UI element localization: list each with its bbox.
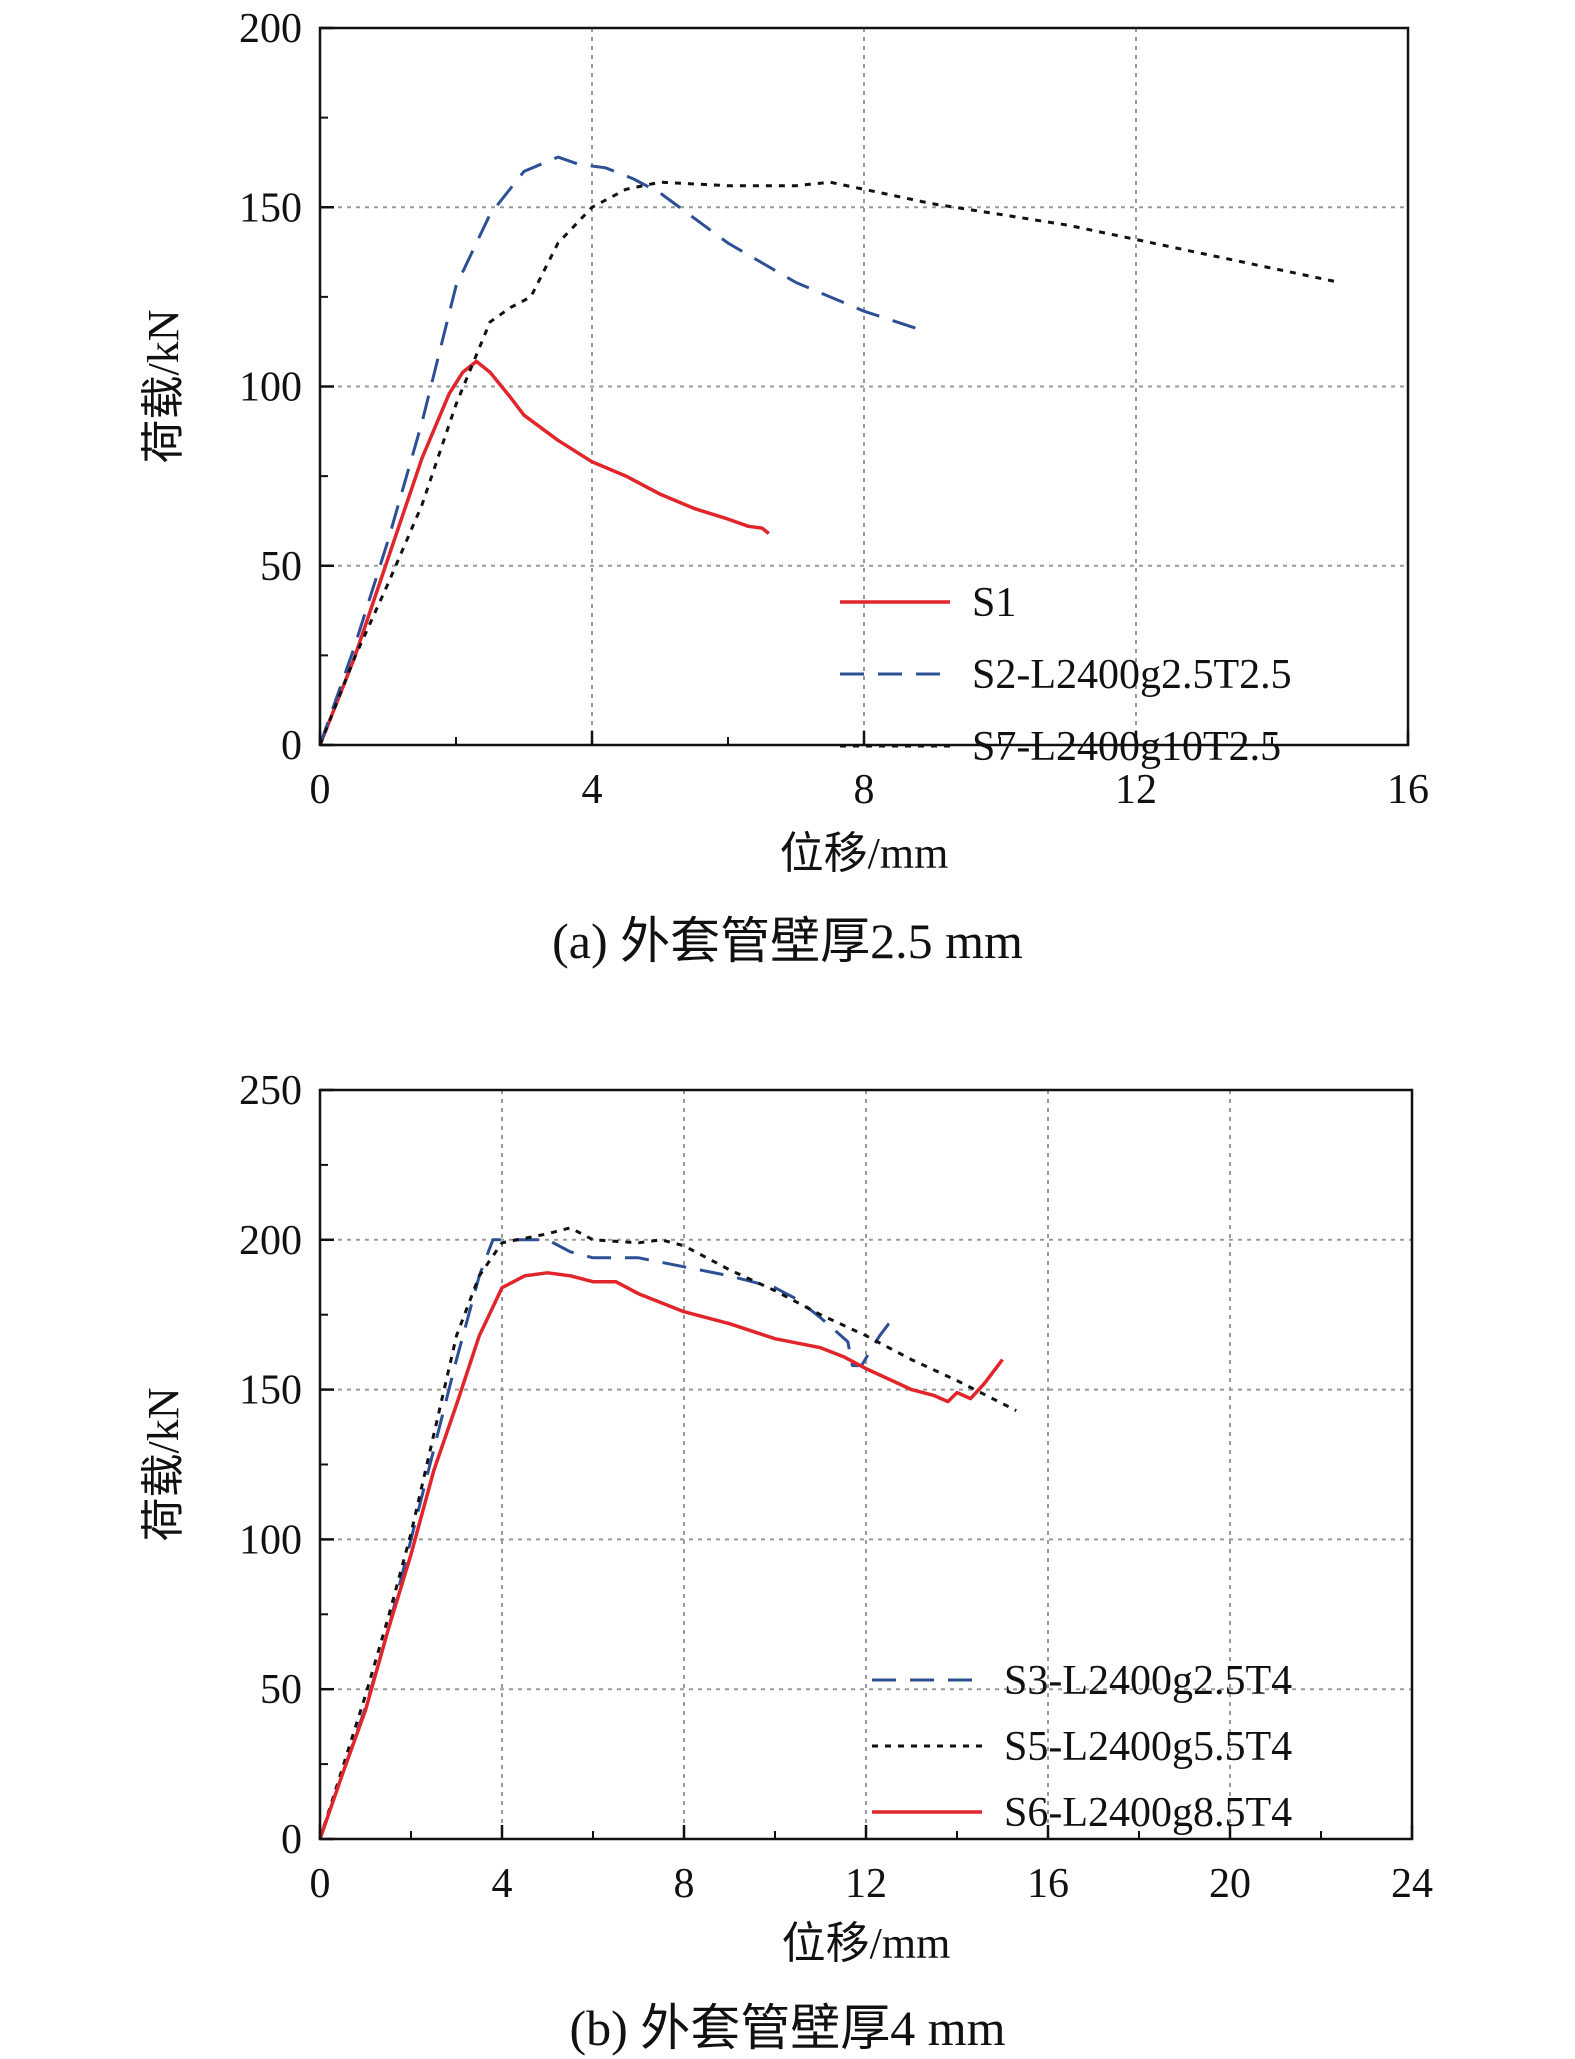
x-tick-label: 8: [674, 1861, 695, 1907]
legend-label-3: S6-L2400g8.5T4: [1004, 1790, 1292, 1836]
series-line-3: [318, 1271, 1004, 1840]
x-axis-title: 位移/mm: [782, 1919, 951, 1968]
y-tick-label: 50: [260, 1667, 302, 1713]
chart-panel-b: 0 4 8 12 16 20 24 0 50 100 150 200 250 位移/mm 荷载/kN (b) …: [139, 1068, 1433, 2056]
y-axis-title: 荷载/kN: [139, 310, 188, 464]
y-tick-label: 100: [239, 365, 302, 411]
x-tick-label: 24: [1391, 1861, 1433, 1907]
x-tick-label: 0: [310, 767, 331, 813]
legend-label-1: S3-L2400g2.5T4: [1004, 1658, 1292, 1704]
series-line-2: [318, 1226, 1017, 1840]
legend-label-3: S7-L2400g10T2.5: [972, 724, 1281, 770]
y-axis-title: 荷载/kN: [139, 1388, 188, 1542]
legend-label-2: S5-L2400g5.5T4: [1004, 1724, 1292, 1770]
x-tick-label: 16: [1387, 767, 1429, 813]
series-line-2: [318, 155, 919, 746]
series-line-3: [318, 180, 1341, 746]
legend-label-1: S1: [972, 580, 1016, 626]
series-line-1: [318, 359, 770, 746]
y-tick-label: 250: [239, 1068, 302, 1114]
chart-panel-a: 0 4 8 12 16 0 50 100 150 200 位移/mm 荷载/kN (a) 外套管壁厚2.…: [139, 6, 1429, 969]
panel-caption: (a) 外套管壁厚2.5 mm: [552, 913, 1023, 969]
x-tick-label: 8: [854, 767, 875, 813]
y-tick-label: 200: [239, 1218, 302, 1264]
y-tick-label: 100: [239, 1517, 302, 1563]
legend-label-2: S2-L2400g2.5T2.5: [972, 652, 1292, 698]
y-tick-label: 200: [239, 6, 302, 52]
x-tick-label: 20: [1209, 1861, 1251, 1907]
panel-caption: (b) 外套管壁厚4 mm: [569, 2000, 1005, 2056]
x-tick-label: 12: [1115, 767, 1157, 813]
y-tick-label: 0: [281, 1817, 302, 1863]
y-tick-label: 50: [260, 544, 302, 590]
x-tick-label: 4: [582, 767, 603, 813]
x-tick-label: 0: [310, 1861, 331, 1907]
x-tick-label: 12: [845, 1861, 887, 1907]
x-tick-label: 16: [1027, 1861, 1069, 1907]
y-tick-label: 150: [239, 185, 302, 231]
y-tick-label: 150: [239, 1368, 302, 1414]
x-axis-title: 位移/mm: [780, 829, 949, 878]
y-tick-label: 0: [281, 723, 302, 769]
x-tick-label: 4: [492, 1861, 513, 1907]
